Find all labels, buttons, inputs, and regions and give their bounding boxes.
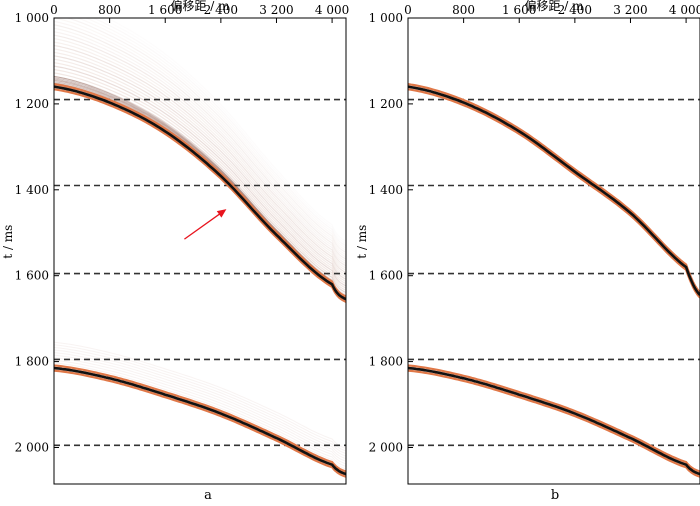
- event-curve: [408, 366, 700, 476]
- event-halo-lower: [54, 369, 346, 478]
- x-axis-title: 偏移距 / m: [524, 0, 584, 13]
- y-tick-label: 1 600: [369, 269, 403, 283]
- panel-b: 0 800 1 600 2 400 3 200 4 000 1 000 1 200 1 400 1…: [355, 0, 700, 503]
- event-curve: [408, 85, 700, 296]
- panel-a: 0 800 1 600 2 400 3 200 4 000 1 000 1 200 1 400 1…: [1, 0, 349, 503]
- y-tick-label: 1 200: [15, 97, 49, 111]
- x-tick-label: 3 200: [259, 3, 293, 17]
- event-halo-lower: [408, 88, 700, 299]
- plot-frame: [407, 17, 700, 485]
- x-tick-label: 4 000: [315, 3, 349, 17]
- x-tick-label: 0: [50, 3, 58, 17]
- y-tick-label: 1 600: [15, 269, 49, 283]
- y-tick-label: 2 000: [15, 440, 49, 454]
- y-tick-label: 1 800: [15, 355, 49, 369]
- x-tick-label: 3 200: [613, 3, 647, 17]
- y-tick-label: 1 800: [369, 355, 403, 369]
- event-halo-lower: [408, 369, 700, 478]
- y-tick-label: 1 400: [369, 183, 403, 197]
- annotation-arrow: [184, 209, 227, 240]
- x-tick-label: 2 400: [558, 3, 592, 17]
- noise-smear: [54, 18, 346, 472]
- y-tick-label: 1 400: [15, 183, 49, 197]
- x-tick-label: 1 600: [148, 3, 182, 17]
- plot-area: [408, 83, 700, 478]
- event-curve: [54, 366, 346, 476]
- event-halo-upper: [408, 364, 700, 473]
- panel-label: b: [551, 488, 559, 503]
- plot-frame: [53, 17, 347, 485]
- y-tick-label: 1 000: [15, 11, 49, 25]
- x-tick-label: 2 400: [204, 3, 238, 17]
- y-axis-title: t / ms: [1, 225, 15, 259]
- plot-area: [54, 18, 346, 478]
- x-tick-label: 1 600: [502, 3, 536, 17]
- x-tick-label: 800: [98, 3, 121, 17]
- y-tick-label: 1 000: [369, 11, 403, 25]
- x-axis-title: 偏移距 / m: [170, 0, 230, 13]
- panel-label: a: [204, 488, 212, 503]
- x-tick-label: 0: [404, 3, 412, 17]
- event-curve: [54, 85, 346, 301]
- y-axis-title: t / ms: [355, 225, 369, 259]
- event-halo-upper: [54, 364, 346, 473]
- x-tick-label: 800: [452, 3, 475, 17]
- event-halo-upper: [54, 83, 346, 298]
- x-tick-label: 4 000: [669, 3, 700, 17]
- y-tick-label: 1 200: [369, 97, 403, 111]
- y-tick-label: 2 000: [369, 440, 403, 454]
- event-halo-upper: [408, 83, 700, 294]
